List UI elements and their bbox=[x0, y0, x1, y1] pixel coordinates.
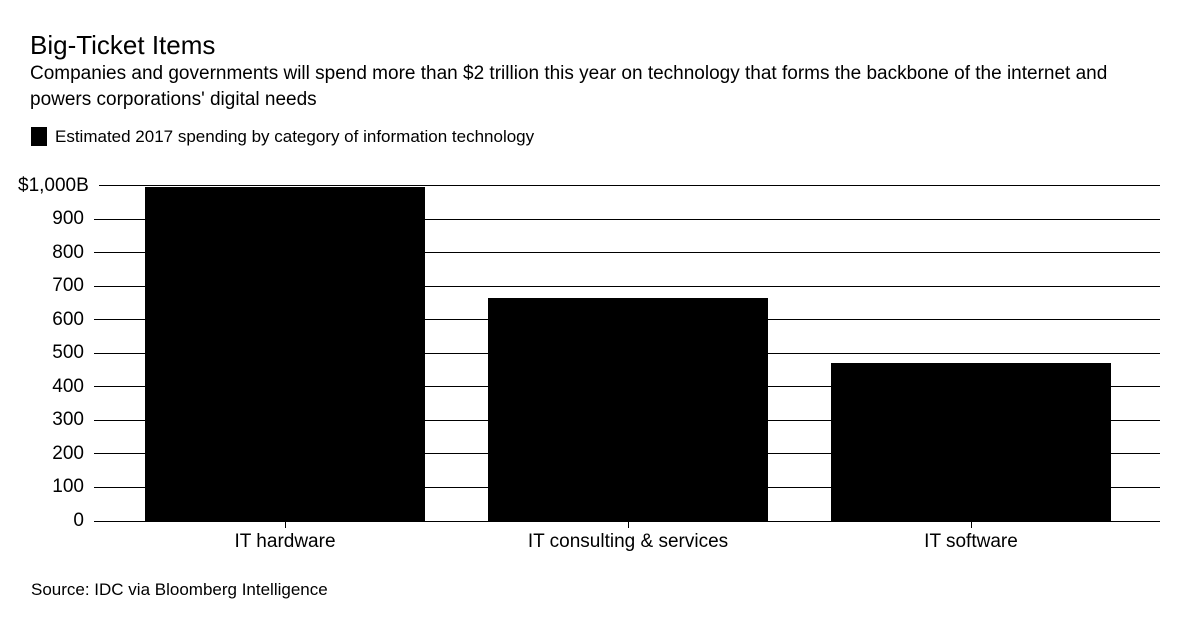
y-tick-label: 500 bbox=[52, 342, 84, 364]
y-gridline bbox=[94, 520, 1160, 522]
y-gridline bbox=[98, 185, 1160, 186]
y-tick-label: 600 bbox=[52, 308, 84, 330]
y-gridline-row: 900 bbox=[18, 207, 1160, 231]
y-gridline bbox=[94, 252, 1160, 254]
y-gridline bbox=[94, 285, 1160, 287]
source-note: Source: IDC via Bloomberg Intelligence bbox=[31, 580, 328, 599]
chart-title: Big-Ticket Items bbox=[30, 30, 216, 60]
x-tick-label: IT consulting & services bbox=[527, 531, 729, 552]
y-tick-label: 0 bbox=[73, 510, 84, 531]
y-tick-label: 100 bbox=[52, 476, 84, 498]
legend-label: Estimated 2017 spending by category of i… bbox=[55, 127, 535, 146]
y-tick-label: 400 bbox=[52, 375, 84, 397]
x-tick-label: IT hardware bbox=[234, 531, 336, 552]
x-tick-mark bbox=[628, 521, 629, 528]
chart-subtitle: Companies and governments will spend mor… bbox=[30, 63, 1108, 110]
y-gridline bbox=[94, 218, 1160, 220]
y-gridline-row: 0 bbox=[18, 509, 1160, 533]
y-gridline-row: 700 bbox=[18, 274, 1160, 298]
y-tick-label: 700 bbox=[52, 275, 84, 297]
y-tick-label: 900 bbox=[52, 208, 84, 230]
legend-swatch-icon bbox=[31, 127, 47, 146]
bar bbox=[145, 187, 425, 521]
y-gridline-row: $1,000B bbox=[18, 174, 1160, 198]
y-tick-label: 200 bbox=[52, 442, 84, 464]
x-tick-label: IT software bbox=[924, 531, 1018, 552]
legend: Estimated 2017 spending by category of i… bbox=[31, 126, 534, 147]
y-tick-label: $1,000B bbox=[18, 174, 89, 196]
x-tick-mark bbox=[285, 521, 286, 528]
y-tick-label: 800 bbox=[52, 241, 84, 263]
y-gridline-row: 800 bbox=[18, 241, 1160, 265]
x-tick-mark bbox=[971, 521, 972, 528]
bar bbox=[831, 363, 1111, 521]
bar bbox=[488, 297, 768, 521]
y-tick-label: 300 bbox=[52, 409, 84, 431]
